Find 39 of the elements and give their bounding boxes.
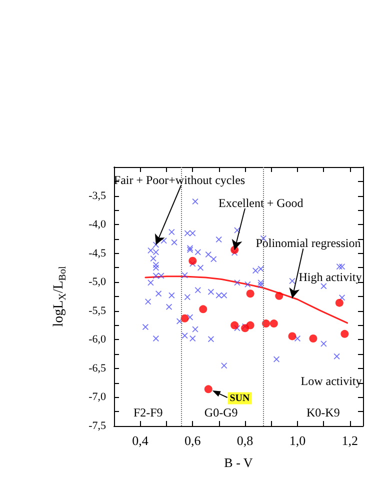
point	[188, 256, 197, 265]
y-tick-label: -6,5	[88, 362, 106, 374]
y-tick-label: -3,5	[88, 190, 106, 202]
y-tick-label: -4,0	[88, 218, 106, 231]
point	[246, 321, 254, 330]
y-tick-label: -5,5	[88, 304, 106, 317]
annotation: Low activity	[300, 374, 362, 388]
x-tick-label: 0,4	[132, 433, 149, 448]
x-tick-label: 1,2	[342, 433, 358, 448]
x-tick-label: 0,8	[236, 433, 254, 448]
annotation: SUN	[230, 392, 251, 404]
point	[335, 298, 344, 307]
annotation: F2-F9	[133, 405, 163, 420]
x-axis-title: B - V	[224, 455, 254, 470]
y-tick-label: -4,5	[88, 247, 106, 260]
x-tick-label: 1,0	[289, 433, 306, 448]
x-tick-label: 0,6	[184, 433, 202, 448]
point	[275, 292, 284, 300]
annotation: Polinomial regression	[256, 236, 361, 250]
annotation: Excellent + Good	[218, 196, 304, 210]
point	[262, 320, 270, 328]
point	[246, 290, 254, 298]
annotation: K0-K9	[306, 405, 340, 420]
y-tick-label: -6,0	[88, 334, 106, 346]
point	[340, 330, 349, 338]
point	[204, 385, 212, 394]
annotation: High activity	[298, 270, 362, 284]
y-axis-title: logLX/LBol	[52, 266, 68, 327]
y-tick-label: -7,5	[88, 420, 106, 432]
y-tick-label: -5,0	[88, 276, 106, 288]
point	[270, 320, 278, 328]
point	[180, 314, 189, 322]
point	[288, 332, 296, 340]
annotation: Fair + Poor+without cycles	[114, 172, 246, 187]
y-tick-label: -7,0	[88, 391, 106, 404]
point	[309, 334, 318, 343]
point	[199, 305, 208, 314]
annotation: G0-G9	[204, 405, 238, 420]
point	[230, 321, 239, 330]
